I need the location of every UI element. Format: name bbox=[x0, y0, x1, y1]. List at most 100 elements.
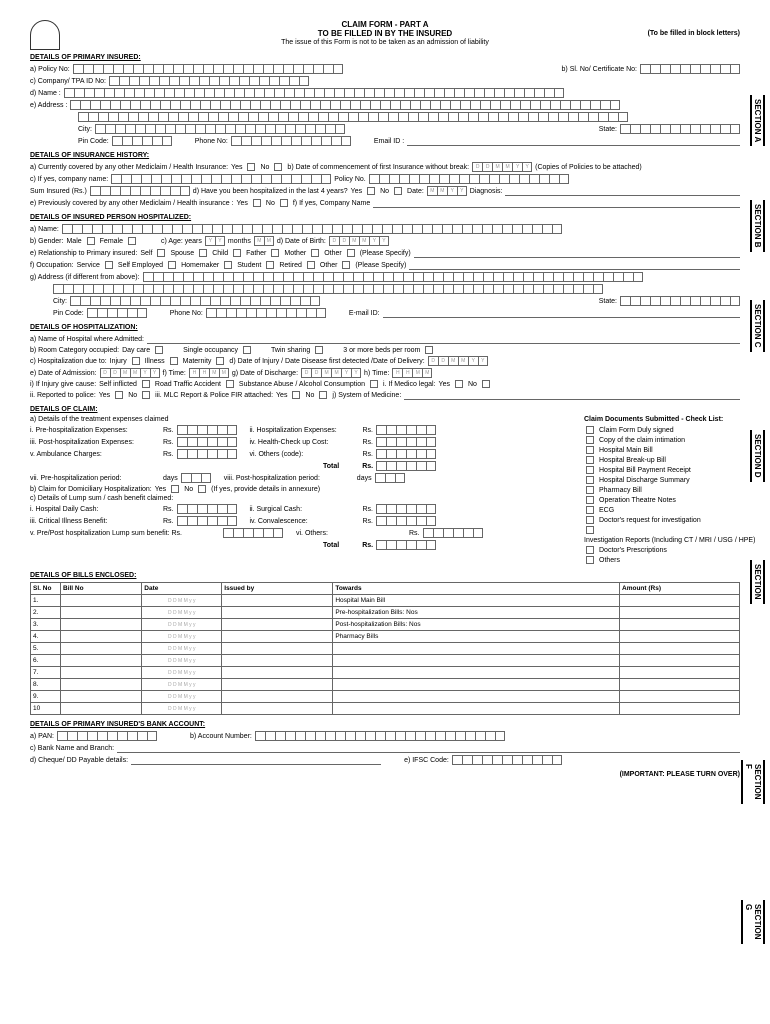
mother-cb[interactable] bbox=[311, 249, 319, 257]
address-input-2[interactable] bbox=[78, 112, 628, 122]
ct-input[interactable] bbox=[376, 540, 436, 550]
checklist-cb[interactable] bbox=[586, 496, 594, 504]
other2-cb[interactable] bbox=[342, 261, 350, 269]
checklist-cb[interactable] bbox=[586, 466, 594, 474]
paddr1-input[interactable] bbox=[143, 272, 643, 282]
checklist-cb[interactable] bbox=[586, 426, 594, 434]
hist-d-no[interactable] bbox=[394, 187, 402, 195]
retired-cb[interactable] bbox=[307, 261, 315, 269]
spec-input[interactable] bbox=[414, 248, 740, 258]
hist-a-yes[interactable] bbox=[247, 163, 255, 171]
checklist-cb[interactable] bbox=[586, 526, 594, 534]
student-cb[interactable] bbox=[266, 261, 274, 269]
commence-date-input[interactable]: DDMMYY bbox=[472, 162, 532, 172]
c3-input[interactable] bbox=[177, 516, 237, 526]
selfemp-cb[interactable] bbox=[168, 261, 176, 269]
date4-input[interactable]: MMYY bbox=[427, 186, 467, 196]
table-row[interactable]: 10D D M M y y bbox=[31, 703, 740, 715]
table-row[interactable]: 7.D D M M y y bbox=[31, 667, 740, 679]
time2-input[interactable]: HHMM bbox=[392, 368, 432, 378]
hist-e-no[interactable] bbox=[280, 199, 288, 207]
hist-e-yes[interactable] bbox=[253, 199, 261, 207]
address-input-1[interactable] bbox=[70, 100, 620, 110]
person-name-input[interactable] bbox=[62, 224, 562, 234]
table-row[interactable]: 6.D D M M y y bbox=[31, 655, 740, 667]
service-cb[interactable] bbox=[105, 261, 113, 269]
table-row[interactable]: 1.D D M M y yHospital Main Bill bbox=[31, 595, 740, 607]
checklist-cb[interactable] bbox=[586, 486, 594, 494]
sub-cb[interactable] bbox=[370, 380, 378, 388]
e6-input[interactable] bbox=[376, 449, 436, 459]
cheque-input[interactable] bbox=[131, 755, 381, 765]
mlc-yes[interactable] bbox=[292, 391, 300, 399]
sum-input[interactable] bbox=[90, 186, 190, 196]
sysmed-input[interactable] bbox=[404, 390, 740, 400]
pol-no[interactable] bbox=[142, 391, 150, 399]
phone-input[interactable] bbox=[231, 136, 351, 146]
c2-input[interactable] bbox=[376, 504, 436, 514]
male-cb[interactable] bbox=[87, 237, 95, 245]
injury-cb[interactable] bbox=[132, 357, 140, 365]
pphone-input[interactable] bbox=[206, 308, 326, 318]
table-row[interactable]: 3.D D M M y yPost-hospitalization Bills:… bbox=[31, 619, 740, 631]
d1-input[interactable] bbox=[181, 473, 211, 483]
spouse-cb[interactable] bbox=[199, 249, 207, 257]
pstate-input[interactable] bbox=[620, 296, 740, 306]
more-cb[interactable] bbox=[425, 346, 433, 354]
checklist-cb[interactable] bbox=[586, 516, 594, 524]
time1-input[interactable]: HHMM bbox=[189, 368, 229, 378]
company2-input[interactable] bbox=[373, 198, 740, 208]
med-yes[interactable] bbox=[455, 380, 463, 388]
email-input[interactable] bbox=[407, 136, 740, 146]
e2-input[interactable] bbox=[376, 425, 436, 435]
mlc-no[interactable] bbox=[319, 391, 327, 399]
pin-input[interactable] bbox=[112, 136, 172, 146]
total-input[interactable] bbox=[376, 461, 436, 471]
selfin-cb[interactable] bbox=[142, 380, 150, 388]
branch-input[interactable] bbox=[117, 743, 740, 753]
cert-no-input[interactable] bbox=[640, 64, 740, 74]
c5-input[interactable] bbox=[223, 528, 283, 538]
dob-input[interactable]: DDMMYY bbox=[329, 236, 389, 246]
daycare-cb[interactable] bbox=[155, 346, 163, 354]
company-input[interactable] bbox=[111, 174, 331, 184]
policy-no-input[interactable] bbox=[73, 64, 343, 74]
father-cb[interactable] bbox=[271, 249, 279, 257]
pemail-input[interactable] bbox=[383, 308, 740, 318]
ifsc-input[interactable] bbox=[452, 755, 562, 765]
injdate-input[interactable]: DDMMYY bbox=[428, 356, 488, 366]
single-cb[interactable] bbox=[243, 346, 251, 354]
hist-d-yes[interactable] bbox=[367, 187, 375, 195]
table-row[interactable]: 4.D D M M y yPharmacy Bills bbox=[31, 631, 740, 643]
e3-input[interactable] bbox=[177, 437, 237, 447]
age-months-input[interactable]: MM bbox=[254, 236, 274, 246]
table-row[interactable]: 8.D D M M y y bbox=[31, 679, 740, 691]
age-years-input[interactable]: YY bbox=[205, 236, 225, 246]
doa-input[interactable]: DDMMYY bbox=[100, 368, 160, 378]
policy-no2-input[interactable] bbox=[369, 174, 569, 184]
hosp-name-input[interactable] bbox=[147, 334, 740, 344]
med-no[interactable] bbox=[482, 380, 490, 388]
other-cb[interactable] bbox=[347, 249, 355, 257]
c4-input[interactable] bbox=[376, 516, 436, 526]
pan-input[interactable] bbox=[57, 731, 157, 741]
table-row[interactable]: 2.D D M M y yPre-hospitalization Bills: … bbox=[31, 607, 740, 619]
checklist-cb[interactable] bbox=[586, 546, 594, 554]
state-input[interactable] bbox=[620, 124, 740, 134]
checklist-cb[interactable] bbox=[586, 446, 594, 454]
city-input[interactable] bbox=[95, 124, 345, 134]
tpa-id-input[interactable] bbox=[109, 76, 309, 86]
e5-input[interactable] bbox=[177, 449, 237, 459]
name-input[interactable] bbox=[64, 88, 564, 98]
pol-yes[interactable] bbox=[115, 391, 123, 399]
illness-cb[interactable] bbox=[170, 357, 178, 365]
c6-input[interactable] bbox=[423, 528, 483, 538]
dom-no[interactable] bbox=[198, 485, 206, 493]
dod-input[interactable]: DDMMYY bbox=[301, 368, 361, 378]
female-cb[interactable] bbox=[128, 237, 136, 245]
d2-input[interactable] bbox=[375, 473, 405, 483]
checklist-cb[interactable] bbox=[586, 456, 594, 464]
checklist-cb[interactable] bbox=[586, 506, 594, 514]
table-row[interactable]: 5.D D M M y y bbox=[31, 643, 740, 655]
checklist-cb[interactable] bbox=[586, 436, 594, 444]
